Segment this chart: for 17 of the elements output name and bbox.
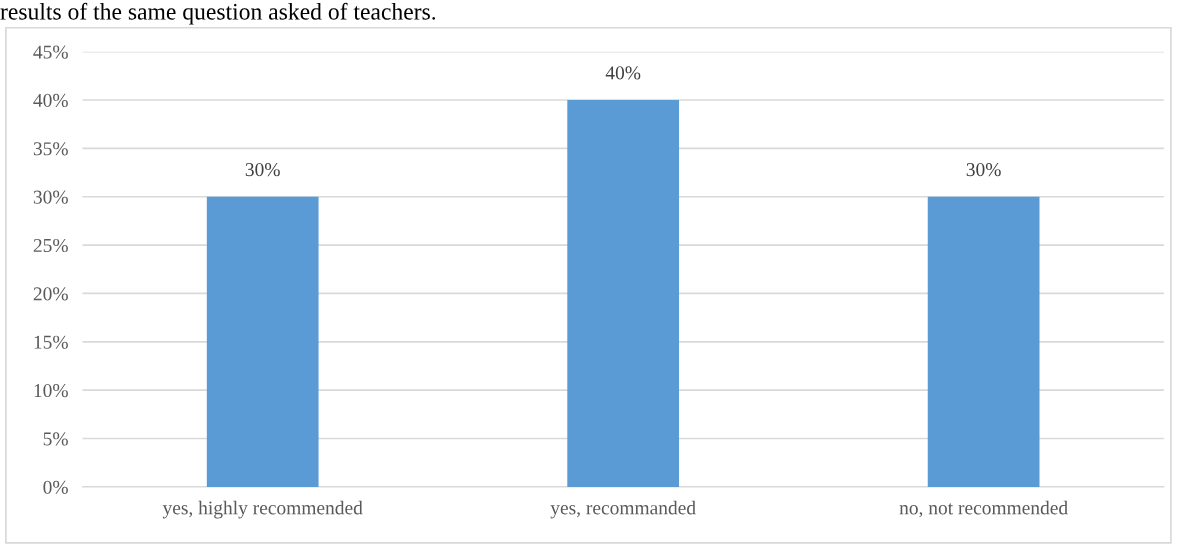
y-tick-label: 35% — [33, 142, 68, 156]
x-tick-label: yes, recommanded — [550, 500, 696, 519]
text: results of the same question asked of teachers. — [0, 2, 436, 25]
data-label: 40% — [605, 66, 641, 80]
data-label: 30% — [966, 163, 1001, 177]
x-tick-label: no, not recommended — [899, 500, 1068, 518]
y-tick-label: 15% — [34, 335, 68, 349]
y-tick-label: 40% — [33, 93, 68, 108]
data-label: 30% — [245, 163, 280, 177]
y-tick-label: 0% — [43, 480, 68, 494]
x-tick-label: yes, highly recommended — [162, 500, 363, 519]
y-tick-label: 25% — [33, 238, 68, 253]
y-tick-label: 20% — [33, 287, 68, 301]
y-tick-label: 30% — [33, 190, 68, 204]
y-tick-label: 45% — [33, 45, 68, 59]
y-tick-label: 5% — [43, 432, 68, 446]
y-tick-label: 10% — [34, 383, 68, 398]
